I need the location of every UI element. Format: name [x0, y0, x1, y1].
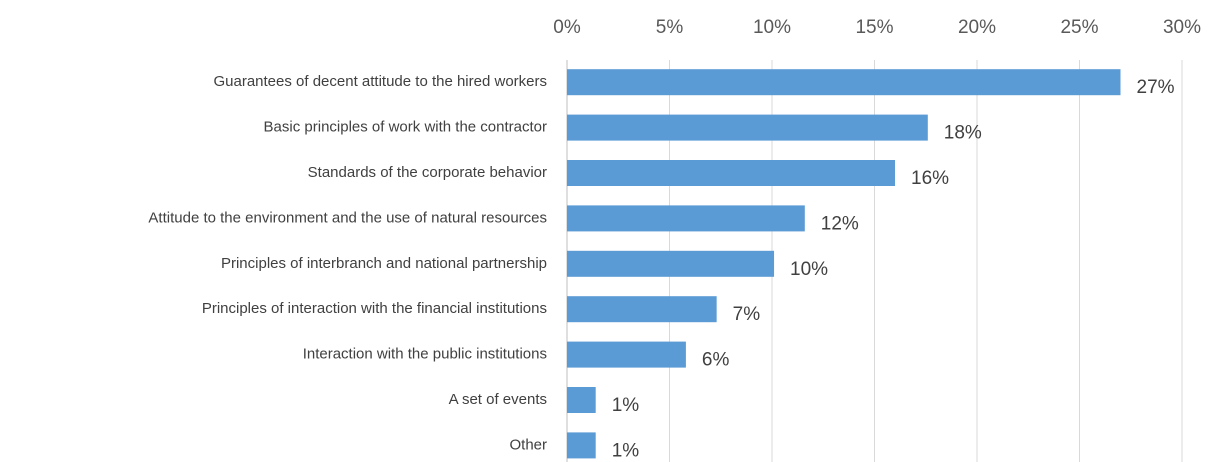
bar — [567, 387, 596, 413]
bar — [567, 69, 1121, 96]
data-label: 10% — [790, 259, 828, 280]
data-label: 7% — [733, 304, 761, 325]
x-tick-label: 15% — [855, 17, 893, 38]
x-tick-label: 10% — [753, 17, 791, 38]
data-label: 16% — [911, 168, 949, 189]
y-tick-label: Interaction with the public institutions — [303, 346, 547, 363]
data-label: 1% — [612, 395, 640, 416]
x-tick-label: 25% — [1060, 17, 1098, 38]
data-label: 1% — [612, 440, 640, 461]
bar — [567, 432, 596, 459]
y-tick-label: Basic principles of work with the contra… — [264, 119, 547, 136]
y-tick-label: Principles of interbranch and national p… — [221, 255, 547, 272]
bar — [567, 250, 775, 277]
y-tick-label: Standards of the corporate behavior — [308, 164, 547, 181]
data-label: 6% — [702, 350, 730, 371]
bar — [567, 205, 805, 232]
x-tick-label: 0% — [553, 17, 581, 38]
x-tick-label: 30% — [1163, 17, 1201, 38]
data-label: 18% — [944, 123, 982, 144]
bar — [567, 341, 686, 368]
y-tick-label: Other — [509, 436, 547, 453]
data-label: 27% — [1137, 77, 1175, 98]
x-tick-label: 20% — [958, 17, 996, 38]
bar — [567, 296, 717, 323]
y-tick-label: A set of events — [449, 391, 547, 408]
x-tick-label: 5% — [656, 17, 684, 38]
y-tick-label: Attitude to the environment and the use … — [148, 209, 547, 226]
y-tick-label: Principles of interaction with the finan… — [202, 300, 547, 317]
y-tick-label: Guarantees of decent attitude to the hir… — [213, 73, 547, 90]
bar — [567, 114, 928, 141]
bar — [567, 160, 895, 186]
data-label: 12% — [821, 213, 859, 234]
